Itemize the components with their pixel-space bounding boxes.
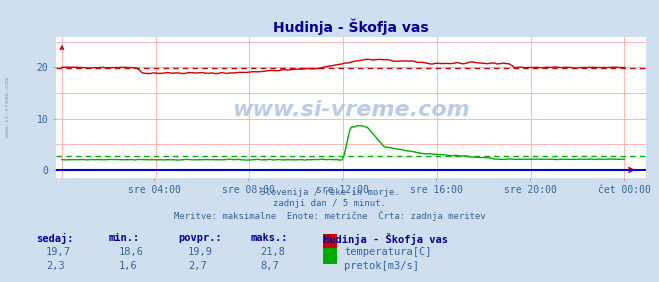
Text: povpr.:: povpr.: bbox=[178, 233, 221, 243]
Text: 2,7: 2,7 bbox=[188, 261, 206, 271]
Text: 1,6: 1,6 bbox=[119, 261, 137, 271]
Text: 21,8: 21,8 bbox=[260, 247, 285, 257]
Text: 19,9: 19,9 bbox=[188, 247, 213, 257]
Text: temperatura[C]: temperatura[C] bbox=[344, 247, 432, 257]
Text: www.si-vreme.com: www.si-vreme.com bbox=[232, 100, 470, 120]
Text: Meritve: maksimalne  Enote: metrične  Črta: zadnja meritev: Meritve: maksimalne Enote: metrične Črta… bbox=[173, 210, 486, 221]
Text: 8,7: 8,7 bbox=[260, 261, 279, 271]
Title: Hudinja - Škofja vas: Hudinja - Škofja vas bbox=[273, 19, 429, 36]
Text: zadnji dan / 5 minut.: zadnji dan / 5 minut. bbox=[273, 199, 386, 208]
Text: maks.:: maks.: bbox=[250, 233, 288, 243]
Text: pretok[m3/s]: pretok[m3/s] bbox=[344, 261, 419, 271]
Text: min.:: min.: bbox=[109, 233, 140, 243]
Text: 18,6: 18,6 bbox=[119, 247, 144, 257]
Text: sedaj:: sedaj: bbox=[36, 233, 74, 244]
Text: 2,3: 2,3 bbox=[46, 261, 65, 271]
Text: 19,7: 19,7 bbox=[46, 247, 71, 257]
Text: Hudinja - Škofja vas: Hudinja - Škofja vas bbox=[323, 233, 448, 245]
Text: www.si-vreme.com: www.si-vreme.com bbox=[5, 77, 11, 137]
Text: Slovenija / reke in morje.: Slovenija / reke in morje. bbox=[260, 188, 399, 197]
